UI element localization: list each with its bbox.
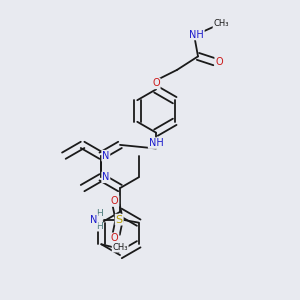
Text: H: H	[96, 208, 103, 217]
Text: CH₃: CH₃	[112, 243, 128, 252]
Text: O: O	[111, 233, 118, 243]
Text: N: N	[102, 172, 110, 182]
Text: S: S	[116, 215, 123, 225]
Text: O: O	[111, 196, 118, 206]
Text: CH₃: CH₃	[213, 20, 229, 28]
Text: NH: NH	[148, 138, 164, 148]
Text: NH: NH	[189, 29, 204, 40]
Text: N: N	[102, 151, 110, 161]
Text: N: N	[90, 215, 98, 225]
Text: O: O	[215, 57, 223, 67]
Text: H: H	[96, 222, 103, 231]
Text: O: O	[152, 78, 160, 88]
